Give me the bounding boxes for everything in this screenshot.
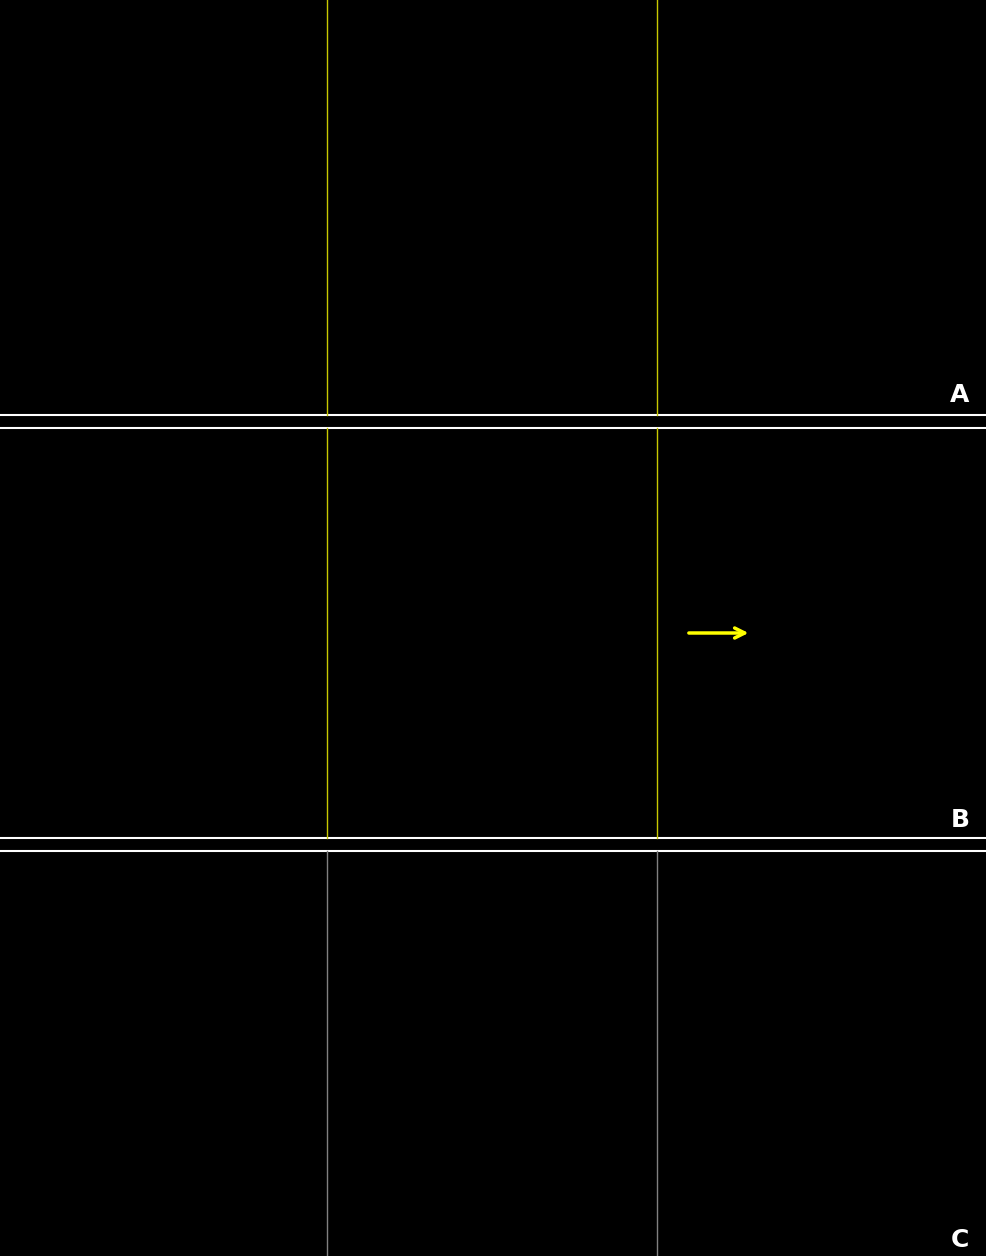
Text: C: C (951, 1228, 969, 1252)
Text: B: B (951, 808, 969, 831)
Text: A: A (951, 383, 969, 407)
